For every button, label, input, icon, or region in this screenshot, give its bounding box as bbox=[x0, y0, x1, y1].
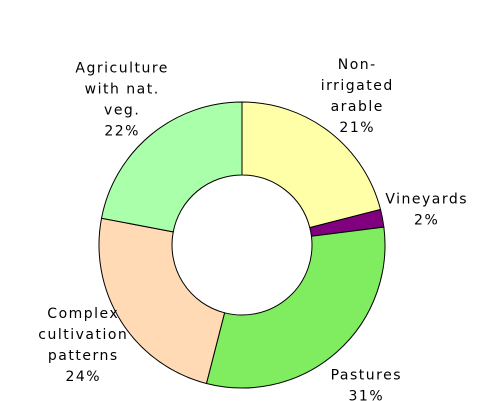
slice-label: Vineyards bbox=[385, 191, 468, 207]
slice-label: Agriculture with nat. veg. bbox=[75, 61, 169, 119]
slice-label-line: Vineyards bbox=[385, 191, 468, 207]
slice-label-line: with nat. bbox=[85, 82, 160, 98]
slice-label: Non-irrigated arable bbox=[321, 57, 394, 115]
value-label: 22% bbox=[104, 124, 140, 140]
slice-label-line: cultivation bbox=[38, 327, 128, 343]
slice-label-line: arable bbox=[331, 99, 384, 115]
slice-label-line: irrigated bbox=[321, 78, 394, 94]
value-label: 24% bbox=[65, 369, 101, 385]
slice-label: Complex cultivation patterns bbox=[38, 306, 128, 364]
slice-label-line: Non- bbox=[338, 57, 377, 73]
value-label: 21% bbox=[339, 120, 375, 136]
value-label: 2% bbox=[414, 212, 439, 228]
slice bbox=[205, 226, 386, 389]
slice-label-line: Complex bbox=[47, 306, 119, 322]
value-label: 31% bbox=[349, 389, 385, 401]
slice-label-line: Pastures bbox=[331, 368, 402, 384]
slice-label-line: patterns bbox=[48, 348, 119, 364]
slice-label-line: veg. bbox=[104, 103, 140, 119]
slice-label: Pastures bbox=[331, 368, 402, 384]
slice bbox=[98, 217, 226, 385]
slice bbox=[241, 101, 382, 229]
slice-label-line: Agriculture bbox=[75, 61, 169, 77]
slice bbox=[100, 101, 243, 233]
